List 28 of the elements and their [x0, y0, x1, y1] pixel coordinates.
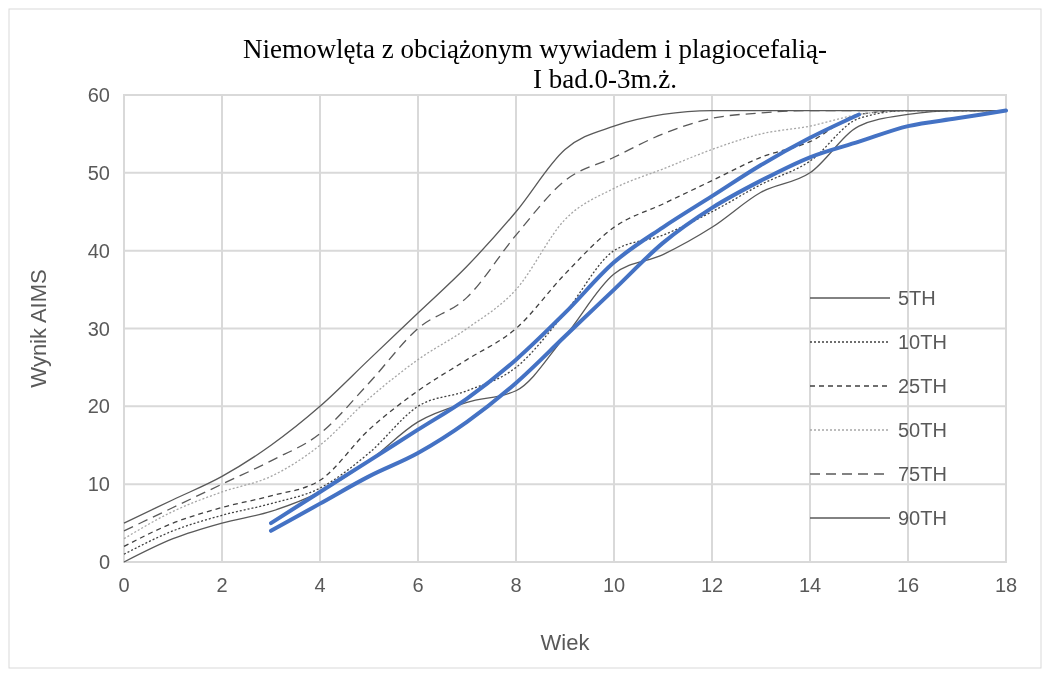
legend-label: 5TH	[898, 287, 936, 309]
x-tick-label: 16	[896, 574, 920, 596]
x-tick-label: 6	[412, 574, 424, 596]
line-series	[269, 112, 861, 526]
x-tick-label: 2	[216, 574, 228, 596]
x-tick-label: 10	[602, 574, 626, 596]
legend-label: 75TH	[898, 463, 947, 485]
x-tick-label: 4	[314, 574, 326, 596]
y-tick-label: 30	[87, 317, 110, 340]
x-tick-label: 0	[118, 574, 130, 596]
y-tick-label: 60	[87, 84, 110, 106]
line-series	[269, 108, 1008, 533]
y-tick-label: 10	[87, 473, 110, 496]
x-tick-label: 8	[510, 574, 522, 596]
y-axis-title: Wynik AIMS	[26, 269, 51, 388]
y-tick-label: 50	[87, 161, 110, 184]
legend-label: 50TH	[898, 419, 947, 441]
x-tick-label: 18	[994, 574, 1018, 596]
x-axis-title: Wiek	[540, 630, 591, 655]
x-tick-label: 14	[798, 574, 822, 596]
chart-title: Niemowlęta z obciążonym wywiadem i plagiocefalią- I bad.0-3m.ż.	[242, 34, 828, 94]
legend-label: 90TH	[898, 507, 947, 529]
legend-label: 10TH	[898, 331, 947, 353]
y-tick-label: 0	[98, 551, 110, 573]
y-tick-label: 40	[87, 239, 110, 262]
y-tick-label: 20	[87, 395, 110, 418]
x-tick-label: 12	[700, 574, 724, 596]
legend-label: 25TH	[898, 375, 947, 397]
